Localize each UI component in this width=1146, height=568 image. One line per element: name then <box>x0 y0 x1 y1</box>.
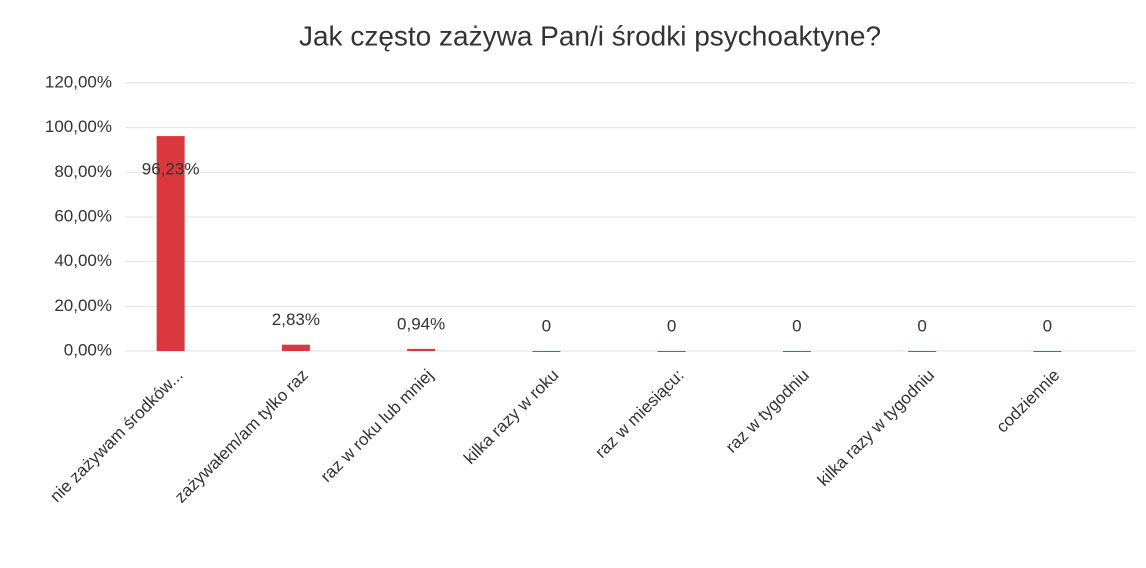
value-label: 0 <box>667 316 676 335</box>
y-tick-label: 80,00% <box>54 162 112 181</box>
x-tick-label: kilka razy w roku <box>460 366 562 468</box>
x-tick-label: raz w tygodniu <box>722 366 813 457</box>
bar <box>532 351 561 352</box>
y-tick-label: 100,00% <box>45 117 112 136</box>
y-tick-label: 0,00% <box>64 340 112 359</box>
bar <box>156 136 185 351</box>
value-label: 0 <box>1043 316 1052 335</box>
y-tick-label: 20,00% <box>54 296 112 315</box>
y-tick-label: 40,00% <box>54 251 112 270</box>
value-label: 0,94% <box>397 314 445 333</box>
value-label: 96,23% <box>142 160 200 179</box>
chart-title: Jak często zażywa Pan/i środki psychoakt… <box>299 20 881 51</box>
bar <box>657 351 686 352</box>
bar <box>1033 351 1062 352</box>
value-label: 0 <box>792 316 801 335</box>
value-label: 0 <box>917 316 926 335</box>
bar <box>281 344 310 351</box>
y-tick-label: 60,00% <box>54 206 112 225</box>
x-tick-label: zażywałem/am tylko raz <box>171 366 312 507</box>
bar <box>407 348 436 351</box>
x-tick-label: raz w roku lub mniej <box>317 366 437 486</box>
y-tick-label: 120,00% <box>45 72 112 91</box>
value-label: 2,83% <box>272 310 320 329</box>
value-label: 0 <box>542 316 551 335</box>
x-tick-label: kilka razy w tygodniu <box>814 366 938 490</box>
x-tick-label: raz w miesiącu: <box>591 366 687 462</box>
bar <box>782 351 811 352</box>
x-tick-label: codziennie <box>992 366 1063 437</box>
bar <box>908 351 937 352</box>
x-tick-label: nie zażywam środków... <box>46 366 186 506</box>
